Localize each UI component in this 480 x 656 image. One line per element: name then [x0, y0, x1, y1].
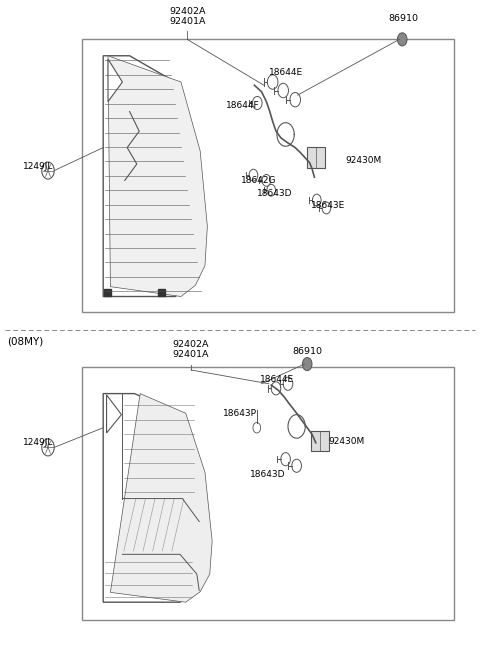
Text: 86910: 86910 — [292, 347, 322, 356]
Text: 18644F: 18644F — [226, 101, 259, 110]
Bar — [311, 431, 329, 451]
Bar — [104, 289, 111, 296]
Text: 18643E: 18643E — [311, 201, 345, 210]
Text: 1249JL: 1249JL — [23, 161, 53, 171]
Circle shape — [267, 75, 278, 89]
Text: 18643P: 18643P — [223, 409, 257, 418]
Circle shape — [397, 33, 407, 46]
Text: (08MY): (08MY) — [7, 337, 44, 346]
Text: 18644E: 18644E — [269, 68, 303, 77]
Polygon shape — [107, 395, 121, 433]
Polygon shape — [108, 59, 122, 102]
Text: 18643D: 18643D — [250, 470, 285, 479]
Polygon shape — [108, 56, 207, 297]
Polygon shape — [103, 56, 202, 297]
Circle shape — [267, 184, 276, 196]
Text: 92402A
92401A: 92402A 92401A — [173, 340, 209, 359]
Text: 18643D: 18643D — [257, 189, 292, 198]
Text: 18642G: 18642G — [241, 176, 277, 185]
Circle shape — [281, 453, 290, 466]
Circle shape — [302, 358, 312, 371]
Circle shape — [290, 92, 300, 107]
Circle shape — [262, 174, 271, 186]
Bar — [307, 147, 325, 168]
Polygon shape — [103, 394, 206, 602]
Text: 92430M: 92430M — [329, 437, 365, 446]
Circle shape — [283, 377, 293, 390]
Circle shape — [252, 96, 262, 110]
Bar — [158, 289, 165, 296]
Bar — [82, 39, 454, 312]
Text: 18644E: 18644E — [260, 375, 294, 384]
Circle shape — [249, 169, 258, 181]
Circle shape — [278, 83, 288, 98]
Circle shape — [42, 162, 54, 179]
Circle shape — [322, 202, 331, 214]
Text: 1249JL: 1249JL — [23, 438, 53, 447]
Circle shape — [271, 382, 281, 395]
Circle shape — [42, 439, 54, 456]
Circle shape — [312, 194, 321, 206]
Text: 92402A
92401A: 92402A 92401A — [169, 7, 205, 26]
Circle shape — [253, 422, 261, 433]
Bar — [82, 367, 454, 620]
Polygon shape — [110, 394, 212, 602]
Text: 86910: 86910 — [388, 14, 418, 23]
Circle shape — [292, 459, 301, 472]
Text: 92430M: 92430M — [346, 156, 382, 165]
